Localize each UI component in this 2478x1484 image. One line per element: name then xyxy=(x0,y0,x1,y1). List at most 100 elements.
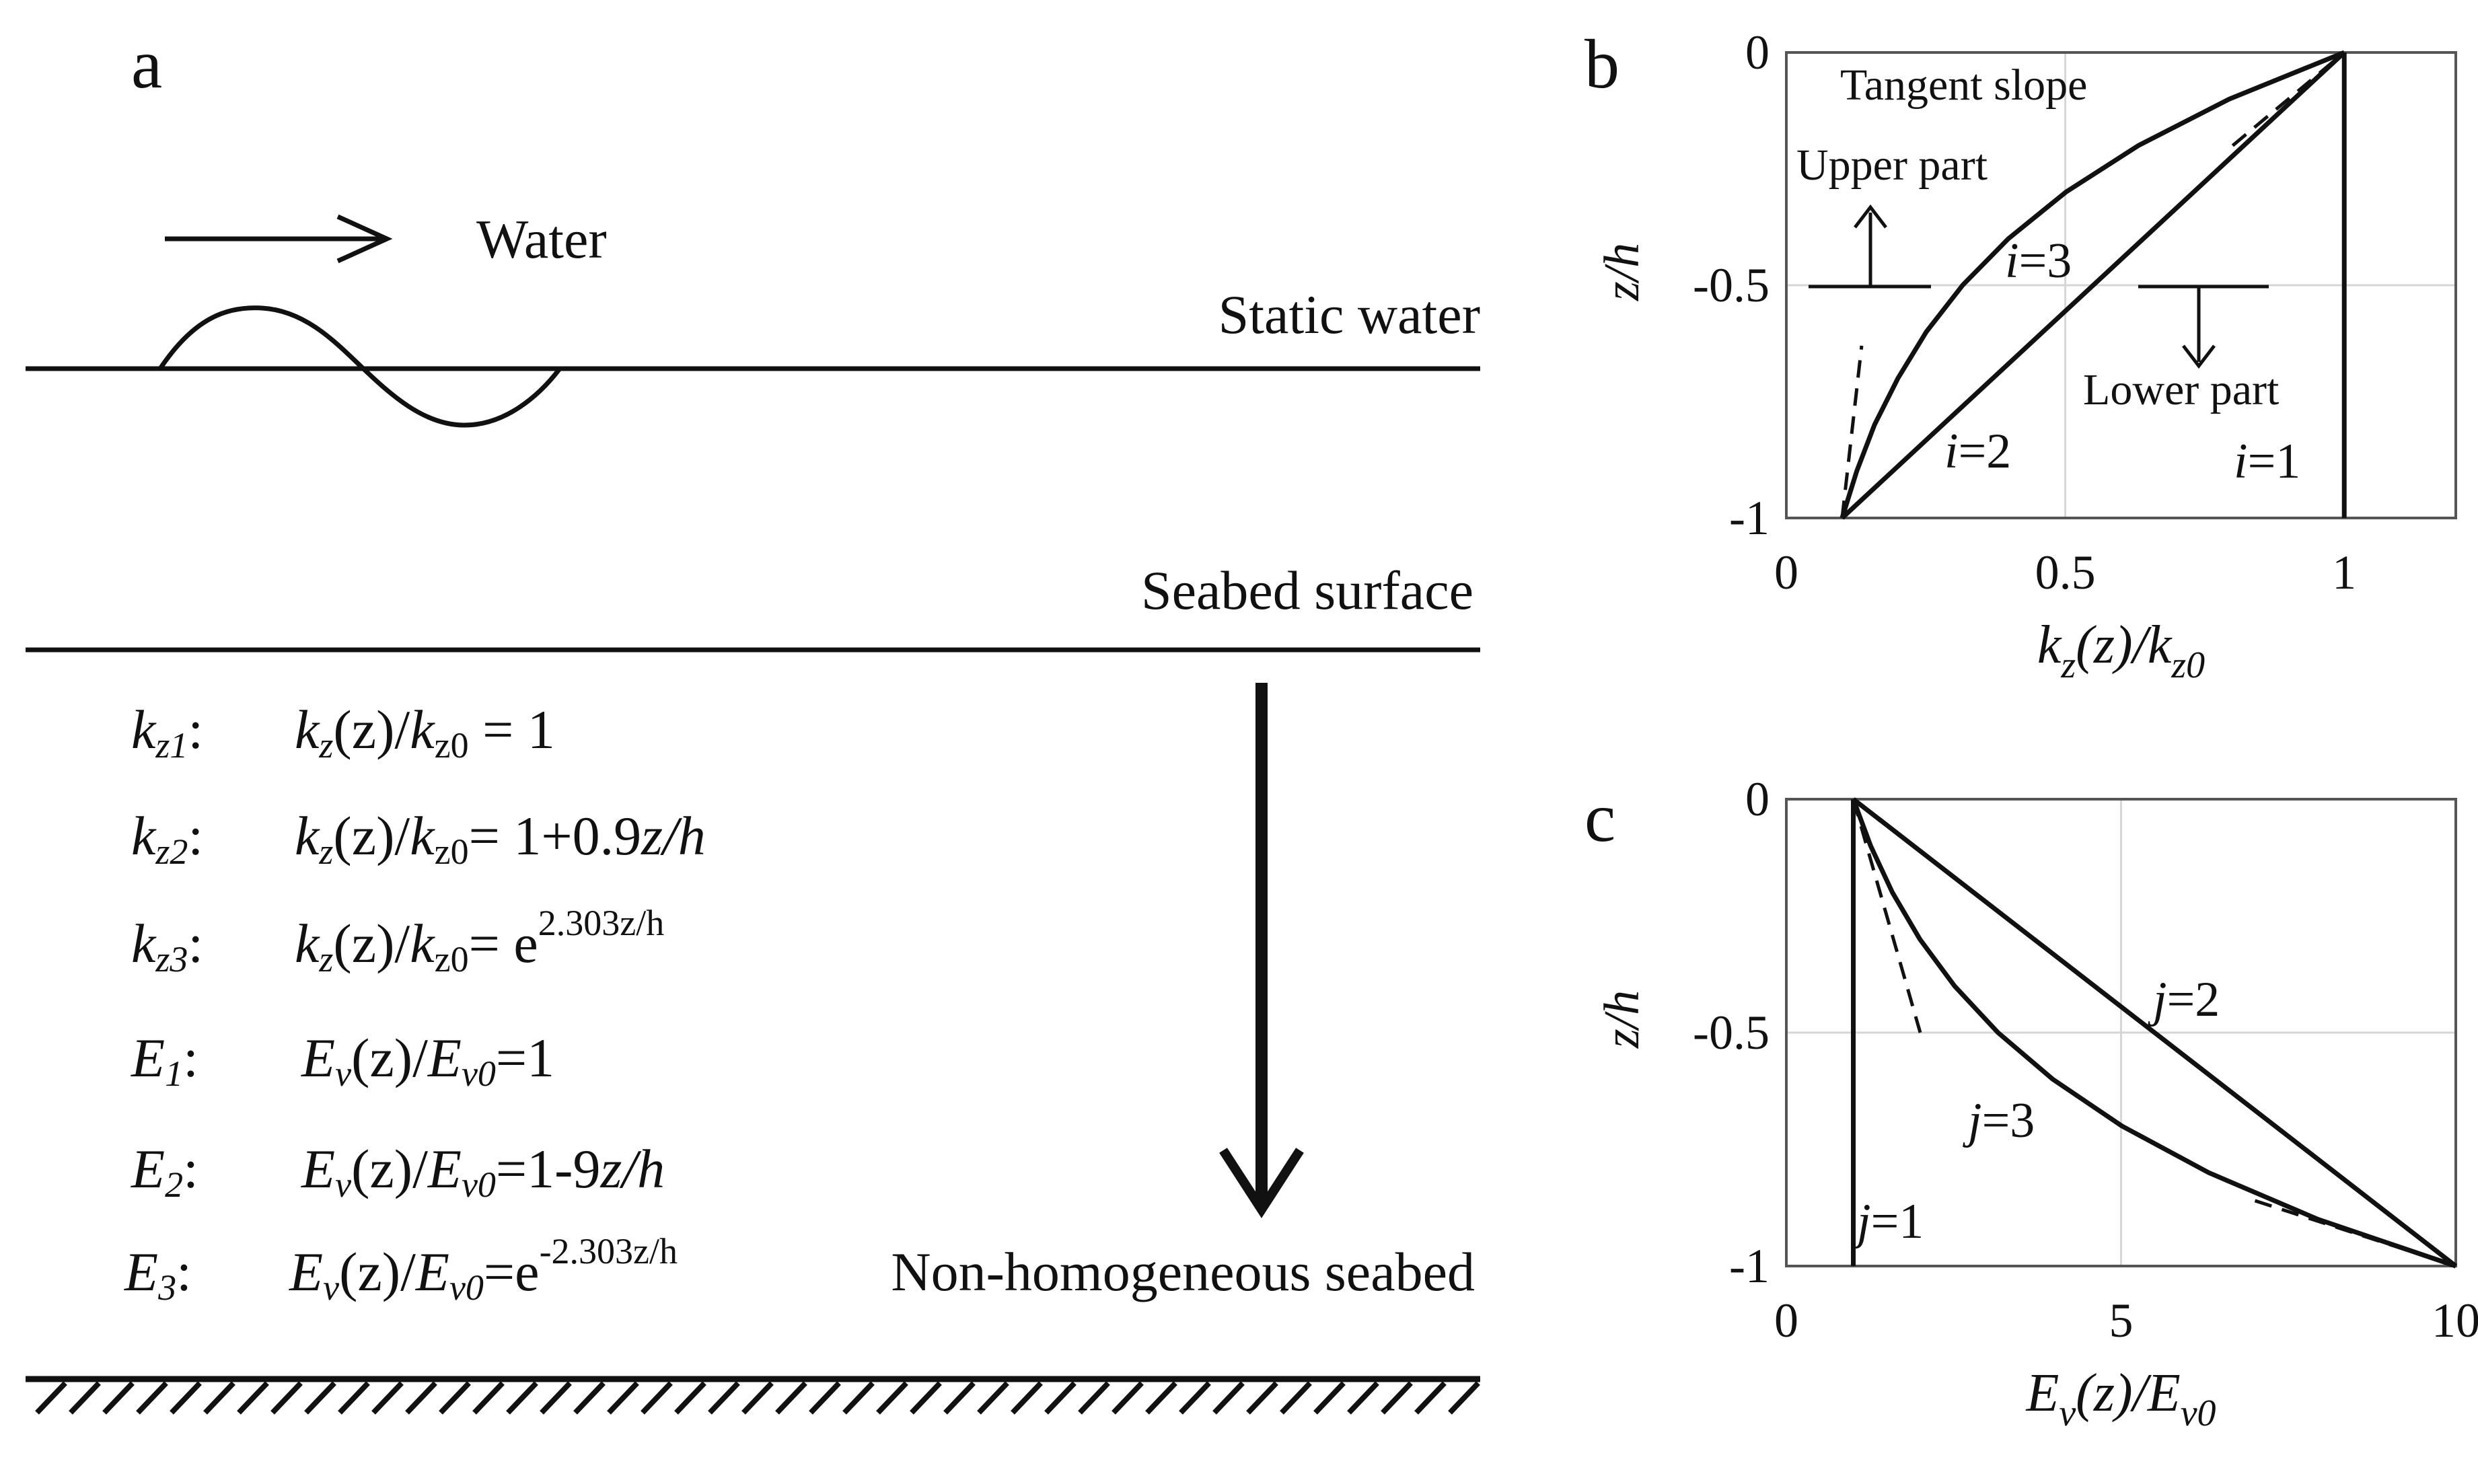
panel-c: c 0 5 10 0 -0.5 -1 z/h Ev(z)/Ev0 j=1 j=2 j=3 xyxy=(1584,772,2478,1434)
equation-list: kz1: kz(z)/kz0 = 1 kz2: kz(z)/kz0= 1+0.9… xyxy=(124,699,706,1308)
x-axis-label: kz(z)/kz0 xyxy=(2037,616,2205,686)
equation-kz1: kz1: kz(z)/kz0 = 1 xyxy=(131,699,555,766)
seabed-label: Non-homogeneous seabed xyxy=(891,1241,1475,1302)
tangent-line xyxy=(1852,799,1922,1033)
plot-frame xyxy=(1785,51,2457,519)
svg-text:Ev(z)/Ev0=1: Ev(z)/Ev0=1 xyxy=(301,1027,554,1094)
hatch-mark xyxy=(1112,1381,1144,1415)
hatch-mark xyxy=(1280,1381,1312,1415)
hatch-mark xyxy=(35,1381,67,1415)
series-label: i=1 xyxy=(2234,434,2300,489)
series-label: i=3 xyxy=(2005,233,2072,289)
y-tick-label: -0.5 xyxy=(1693,1006,1770,1060)
hatch-mark xyxy=(371,1381,404,1415)
x-tick-label: 5 xyxy=(2109,1294,2134,1347)
hatch-mark xyxy=(472,1381,505,1415)
hatch-mark xyxy=(338,1381,370,1415)
series-label: j=2 xyxy=(2148,972,2220,1027)
equation-kz2: kz2: kz(z)/kz0= 1+0.9z/h xyxy=(131,805,706,872)
svg-text:E1:: E1: xyxy=(131,1027,198,1094)
tangent-line xyxy=(2254,1199,2456,1268)
hatch-mark xyxy=(876,1381,908,1415)
panel-a-label: a xyxy=(131,26,162,103)
tangent-slope-label: Tangent slope xyxy=(1840,61,2087,110)
hatch-mark xyxy=(102,1381,135,1415)
plot-c: 0 5 10 0 -0.5 -1 z/h Ev(z)/Ev0 j=1 j=2 j=3 xyxy=(1595,772,2478,1434)
hatch-mark xyxy=(237,1381,269,1415)
hatch-mark xyxy=(203,1381,235,1415)
hatch-mark xyxy=(1044,1381,1077,1415)
svg-text:kz(z)/kz0 = 1: kz(z)/kz0 = 1 xyxy=(295,699,555,766)
hatch-mark xyxy=(270,1381,303,1415)
lower-part-arrow xyxy=(2138,285,2269,369)
equation-e3: E3: Ev(z)/Ev0=e-2.303z/h xyxy=(124,1231,678,1308)
equation-e1: E1: Ev(z)/Ev0=1 xyxy=(131,1027,554,1094)
hatch-mark xyxy=(1381,1381,1413,1415)
series-line-j-2 xyxy=(1852,797,2458,1268)
panel-b-label: b xyxy=(1584,26,1619,103)
hatch-mark xyxy=(1179,1381,1211,1415)
hatch-mark xyxy=(170,1381,202,1415)
static-water-label: Static water xyxy=(1218,284,1480,345)
svg-text:Ev(z)/Ev0=1-9z/h: Ev(z)/Ev0=1-9z/h xyxy=(301,1138,665,1205)
hatch-mark xyxy=(977,1381,1009,1415)
y-tick-label: 0 xyxy=(1745,772,1770,826)
hatch-mark xyxy=(775,1381,807,1415)
hatch-mark xyxy=(439,1381,471,1415)
hatch-mark xyxy=(1078,1381,1110,1415)
hatch-mark xyxy=(1448,1381,1480,1415)
hatch-mark xyxy=(69,1381,101,1415)
water-label: Water xyxy=(476,209,607,270)
hatch-mark xyxy=(1145,1381,1177,1415)
svg-text:Ev(z)/Ev0=e-2.303z/h: Ev(z)/Ev0=e-2.303z/h xyxy=(289,1231,678,1308)
svg-text:E3:: E3: xyxy=(124,1241,192,1308)
hatch-mark xyxy=(304,1381,336,1415)
y-axis-label: z/h xyxy=(1595,243,1650,301)
svg-text:kz1:: kz1: xyxy=(131,699,203,766)
hatch-mark xyxy=(842,1381,875,1415)
hatch-mark xyxy=(741,1381,774,1415)
upper-part-label: Upper part xyxy=(1796,141,1988,190)
x-tick-label: 0 xyxy=(1774,546,1798,599)
hatch-mark xyxy=(607,1381,639,1415)
series-line-i-2 xyxy=(1840,50,2346,520)
y-tick-label: -1 xyxy=(1729,1239,1770,1293)
equation-kz3: kz3: kz(z)/kz0= e2.303z/h xyxy=(131,903,664,979)
wave-curve xyxy=(158,305,562,428)
hatch-mark xyxy=(674,1381,706,1415)
x-tick-label: 0 xyxy=(1774,1294,1798,1347)
panel-a: a Water Static water Seabed surface kz1:… xyxy=(26,26,1480,1415)
series-label: j=1 xyxy=(1852,1194,1924,1249)
y-axis-label: z/h xyxy=(1595,990,1650,1049)
hatch-mark xyxy=(1011,1381,1043,1415)
x-axis-label: Ev(z)/Ev0 xyxy=(2025,1364,2216,1434)
x-tick-label: 0.5 xyxy=(2035,546,2096,599)
hatch-mark xyxy=(1212,1381,1245,1415)
hatch-mark xyxy=(573,1381,606,1415)
svg-text:kz(z)/kz0= e2.303z/h: kz(z)/kz0= e2.303z/h xyxy=(295,903,664,979)
panel-c-label: c xyxy=(1584,779,1615,856)
x-tick-label: 1 xyxy=(2332,546,2356,599)
y-tick-label: -0.5 xyxy=(1693,258,1770,312)
hatch-mark xyxy=(1246,1381,1278,1415)
plot-frame xyxy=(1785,798,2457,1267)
svg-text:E2:: E2: xyxy=(131,1138,198,1205)
bedrock-boundary xyxy=(26,1376,1480,1415)
hatch-mark xyxy=(1414,1381,1447,1415)
hatch-mark xyxy=(506,1381,538,1415)
hatch-mark xyxy=(708,1381,740,1415)
hatch-mark xyxy=(405,1381,437,1415)
hatch-mark xyxy=(136,1381,168,1415)
water-direction-arrow xyxy=(165,214,393,264)
svg-text:kz2:: kz2: xyxy=(131,805,203,872)
upper-part-arrow xyxy=(1809,204,1931,289)
series-label: j=3 xyxy=(1963,1093,2035,1148)
hatch-mark xyxy=(540,1381,572,1415)
hatch-mark xyxy=(943,1381,976,1415)
seabed-surface-label: Seabed surface xyxy=(1141,560,1473,621)
lower-part-label: Lower part xyxy=(2083,365,2279,414)
y-tick-label: 0 xyxy=(1745,26,1770,79)
tangent-line xyxy=(1840,345,1864,519)
series-label: i=2 xyxy=(1944,424,2011,479)
